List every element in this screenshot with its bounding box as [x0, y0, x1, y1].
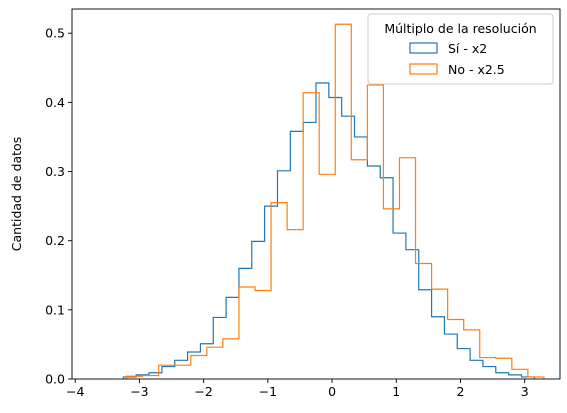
legend: Múltiplo de la resolución Sí - x2 No - x2…	[367, 13, 554, 85]
legend-swatch	[409, 42, 438, 54]
histogram-series-2	[125, 23, 545, 379]
legend-entry-label: No - x2.5	[448, 62, 505, 77]
histogram-step-line	[122, 82, 535, 379]
legend-swatch	[409, 63, 438, 75]
axes-frame	[71, 8, 561, 380]
x-tick-label: −1	[259, 384, 277, 399]
x-tick-label: −2	[194, 384, 212, 399]
histogram-series-1	[122, 82, 535, 379]
legend-entry-label: Sí - x2	[448, 41, 487, 56]
y-tick-label: 0.2	[45, 233, 65, 248]
legend-title: Múltiplo de la resolución	[384, 21, 536, 36]
x-tick-label: 1	[392, 384, 400, 399]
y-tick-label: 0.3	[45, 164, 65, 179]
x-tick-label: 3	[521, 384, 529, 399]
histogram-step-line	[125, 23, 545, 379]
y-axis-label: Cantidad de datos	[9, 137, 24, 251]
x-tick-label: 2	[456, 384, 464, 399]
x-tick-label: −4	[66, 384, 84, 399]
x-tick-label: 0	[328, 384, 336, 399]
x-tick-label: −3	[130, 384, 148, 399]
legend-box	[367, 13, 554, 85]
x-axis: −4 −3 −2 −1 0 1 2 3	[66, 379, 529, 399]
y-axis: 0.0 0.1 0.2 0.3 0.4 0.5	[45, 26, 72, 387]
y-tick-label: 0.4	[45, 95, 65, 110]
y-tick-label: 0.1	[45, 302, 65, 317]
y-tick-label: 0.5	[45, 26, 65, 41]
y-tick-label: 0.0	[45, 372, 65, 387]
